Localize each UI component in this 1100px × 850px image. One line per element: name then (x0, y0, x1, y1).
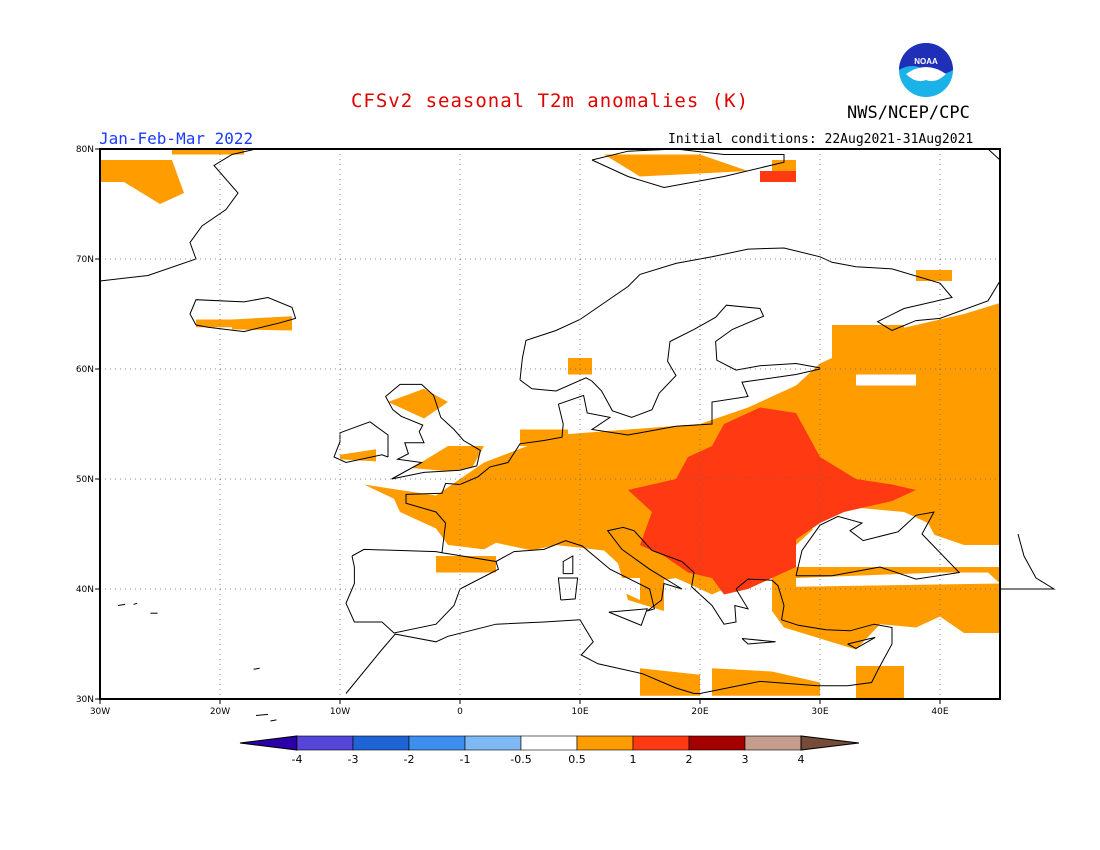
map-frame (99, 148, 1001, 700)
colorbar-label: -2 (404, 753, 415, 766)
noaa-logo: NOAA (897, 41, 955, 99)
colorbar-swatch (296, 735, 354, 751)
anomaly-hole (796, 572, 1000, 587)
anomaly-patch-0.5-1 (388, 388, 448, 419)
coastline (519, 304, 821, 418)
colorbar-swatch (576, 735, 634, 751)
anomaly-patch-0.5-1 (172, 149, 244, 155)
coastlines (99, 148, 1056, 722)
latitude-label: 50N (76, 475, 94, 485)
coastline (1000, 533, 1056, 590)
colorbar-swatch (352, 735, 410, 751)
gridlines (100, 149, 1000, 699)
coastline (133, 602, 138, 605)
colorbar-label: -0.5 (510, 753, 531, 766)
latitude-label: 80N (76, 145, 94, 155)
longitude-label: 10W (330, 707, 350, 717)
longitude-label: 10E (571, 707, 588, 717)
coastline (255, 713, 269, 716)
svg-text:NOAA: NOAA (914, 57, 938, 66)
latitude-label: 60N (76, 365, 94, 375)
anomaly-patch-1-2 (760, 171, 796, 182)
colorbar-swatch (520, 735, 578, 751)
map-title: CFSv2 seasonal T2m anomalies (K) (350, 90, 750, 112)
season-label: Jan-Feb-Mar 2022 (99, 129, 254, 148)
coastline (117, 603, 126, 606)
coastline (987, 148, 1001, 161)
coastline (384, 383, 481, 480)
coastline (557, 577, 579, 601)
colorbar-arrow-low (239, 735, 298, 751)
anomaly-patch-0.5-1 (196, 319, 232, 328)
coastline (795, 511, 961, 580)
org-label: NWS/NCEP/CPC (847, 103, 970, 123)
coastline (562, 555, 574, 575)
anomaly-patch-0.5-1 (640, 668, 700, 696)
latitude-labels: 30N 40N 50N 60N 70N 80N (76, 145, 100, 705)
colorbar-swatch (744, 735, 802, 751)
anomaly-hole (856, 374, 916, 386)
anomaly-shading (100, 149, 1000, 699)
colorbar-label: -3 (348, 753, 359, 766)
anomaly-hole (808, 506, 940, 548)
coastline (253, 667, 260, 670)
colorbar-label: 1 (630, 753, 637, 766)
anomaly-patch-0.5-1 (832, 325, 904, 369)
longitude-label: 40E (931, 707, 948, 717)
colorbar-swatch (408, 735, 466, 751)
latitude-label: 40N (76, 585, 94, 595)
anomaly-patch-0.5-1 (436, 556, 496, 573)
anomaly-patch-0.5-1 (100, 160, 184, 204)
coastline (345, 548, 500, 634)
longitude-label: 20W (210, 707, 230, 717)
coastline (847, 636, 876, 649)
colorbar-label: -4 (292, 753, 303, 766)
anomaly-patch-0.5-1 (856, 666, 904, 699)
latitude-label: 70N (76, 255, 94, 265)
colorbar-swatch (688, 735, 746, 751)
colorbar-labels: -4 -3 -2 -1 -0.5 0.5 1 2 3 4 (292, 753, 805, 766)
longitude-label: 20E (691, 707, 708, 717)
anomaly-patch-0.5-1 (232, 316, 292, 331)
coastline (608, 608, 648, 626)
coastline (741, 638, 776, 645)
coastline (189, 296, 297, 333)
coastline (270, 719, 277, 722)
colorbar-label: 3 (742, 753, 749, 766)
longitude-labels: 30W 20W 10W 0 10E 20E 30E 40E (90, 699, 949, 717)
coastline (405, 368, 821, 553)
colorbar-label: -1 (460, 753, 471, 766)
colorbar-swatch (632, 735, 690, 751)
anomaly-hole (616, 578, 640, 600)
anomaly-patch-0.5-1 (412, 446, 484, 472)
latitude-label: 30N (76, 695, 94, 705)
coastline (345, 526, 893, 694)
anomaly-patch-0.5-1 (772, 567, 1000, 650)
colorbar-swatch (464, 735, 522, 751)
anomaly-patch-0.5-1 (604, 154, 748, 177)
colorbar (239, 735, 860, 751)
longitude-label: 0 (457, 707, 463, 717)
colorbar-label: 4 (798, 753, 805, 766)
colorbar-label: 0.5 (568, 753, 586, 766)
coastline (519, 247, 1001, 381)
colorbar-label: 2 (686, 753, 693, 766)
coastline (591, 148, 785, 189)
initial-conditions-label: Initial conditions: 22Aug2021-31Aug2021 (668, 132, 974, 147)
coastline (333, 421, 389, 464)
longitude-label: 30W (90, 707, 110, 717)
anomaly-patch-0.5-1 (916, 270, 952, 281)
colorbar-arrow-high (800, 735, 860, 751)
longitude-label: 30E (811, 707, 828, 717)
coastline (99, 148, 257, 282)
anomaly-patch-0.5-1 (568, 358, 592, 375)
